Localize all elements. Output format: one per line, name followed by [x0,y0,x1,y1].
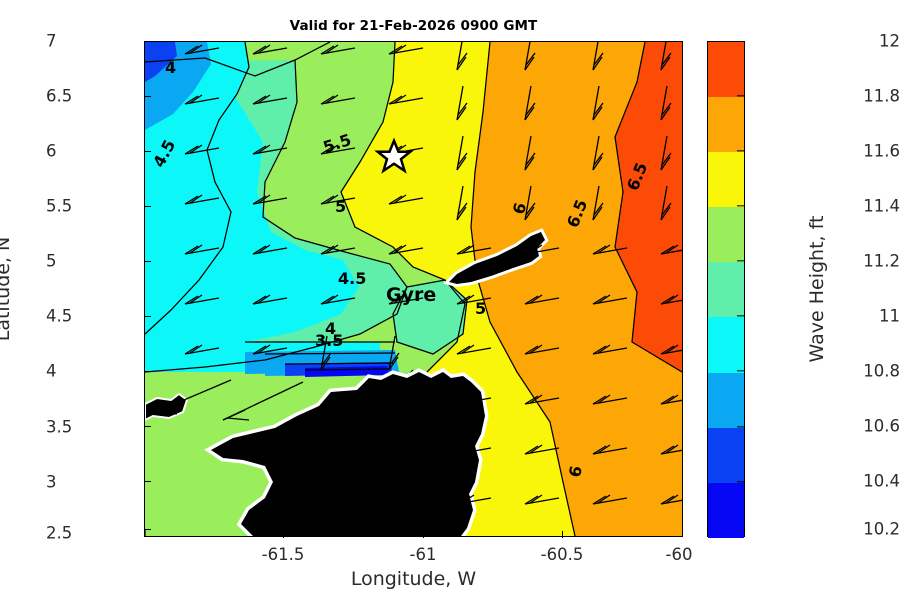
x-tick-label: -61 [409,545,437,564]
colorbar-tick-label: 6.5 [46,86,73,106]
colorbar-band [708,427,744,483]
colorbar-tick-label: 3 [46,472,57,492]
y-tick-label: 11.8 [863,86,900,106]
contour-label: 4 [165,58,177,77]
x-tick-label: -61.5 [261,545,305,564]
y-tick-label: 10.8 [863,361,900,381]
page-title: Valid for 21-Feb-2026 0900 GMT [289,18,538,34]
gyre-marker-label: Gyre [386,284,437,306]
y-tick-label: 10.4 [863,471,900,491]
contour-label: 5 [335,197,347,216]
x-tick-label: -60.5 [540,545,584,564]
y-tick-label: 11.4 [863,196,900,216]
colorbar-band [708,42,744,98]
x-axis-title: Longitude, W [350,568,477,590]
colorbar-tick-label: 2.5 [46,523,73,543]
colorbar-tick-label: 3.5 [46,417,73,437]
colorbar-band [708,152,744,208]
y-tick-label: 11.2 [863,251,900,271]
colorbar-tick-label: 6 [46,141,57,161]
contour-label: 5 [475,299,487,318]
wave-field-svg [145,42,682,536]
colorbar-tick-label: 4 [46,361,57,381]
y-tick-label: 10.6 [863,416,900,436]
colorbar-tick-label: 4.5 [46,306,73,326]
x-tick-label: -60 [665,545,693,564]
colorbar-band [708,97,744,153]
colorbar-title: Wave Height, ft [806,215,828,363]
colorbar-tick-label: 5 [46,251,57,271]
y-tick-label: 10.2 [863,519,900,539]
colorbar-band [708,207,744,263]
contour-label: 3.5 [315,331,344,350]
colorbar [707,41,745,538]
y-tick-label: 11.6 [863,141,900,161]
wave-direction-barbs [150,42,682,505]
colorbar-band [708,262,744,318]
colorbar-tick-label: 7 [46,31,57,51]
colorbar-band [708,482,744,538]
colorbar-band [708,317,744,373]
colorbar-band [708,372,744,428]
y-tick-label: 12 [879,31,900,51]
y-tick-label: 11 [879,306,900,326]
contour-label: 4 [325,319,337,338]
gyre-star-marker [374,137,414,174]
y-axis-title: Latitude, N [0,237,14,342]
map-plot-area: 4 4.5 5.5 5 4.5 4 3.5 5 6 6.5 6.5 5 5.5 … [144,41,683,537]
contour-label: 4.5 [338,269,367,288]
colorbar-tick-label: 5.5 [46,196,73,216]
